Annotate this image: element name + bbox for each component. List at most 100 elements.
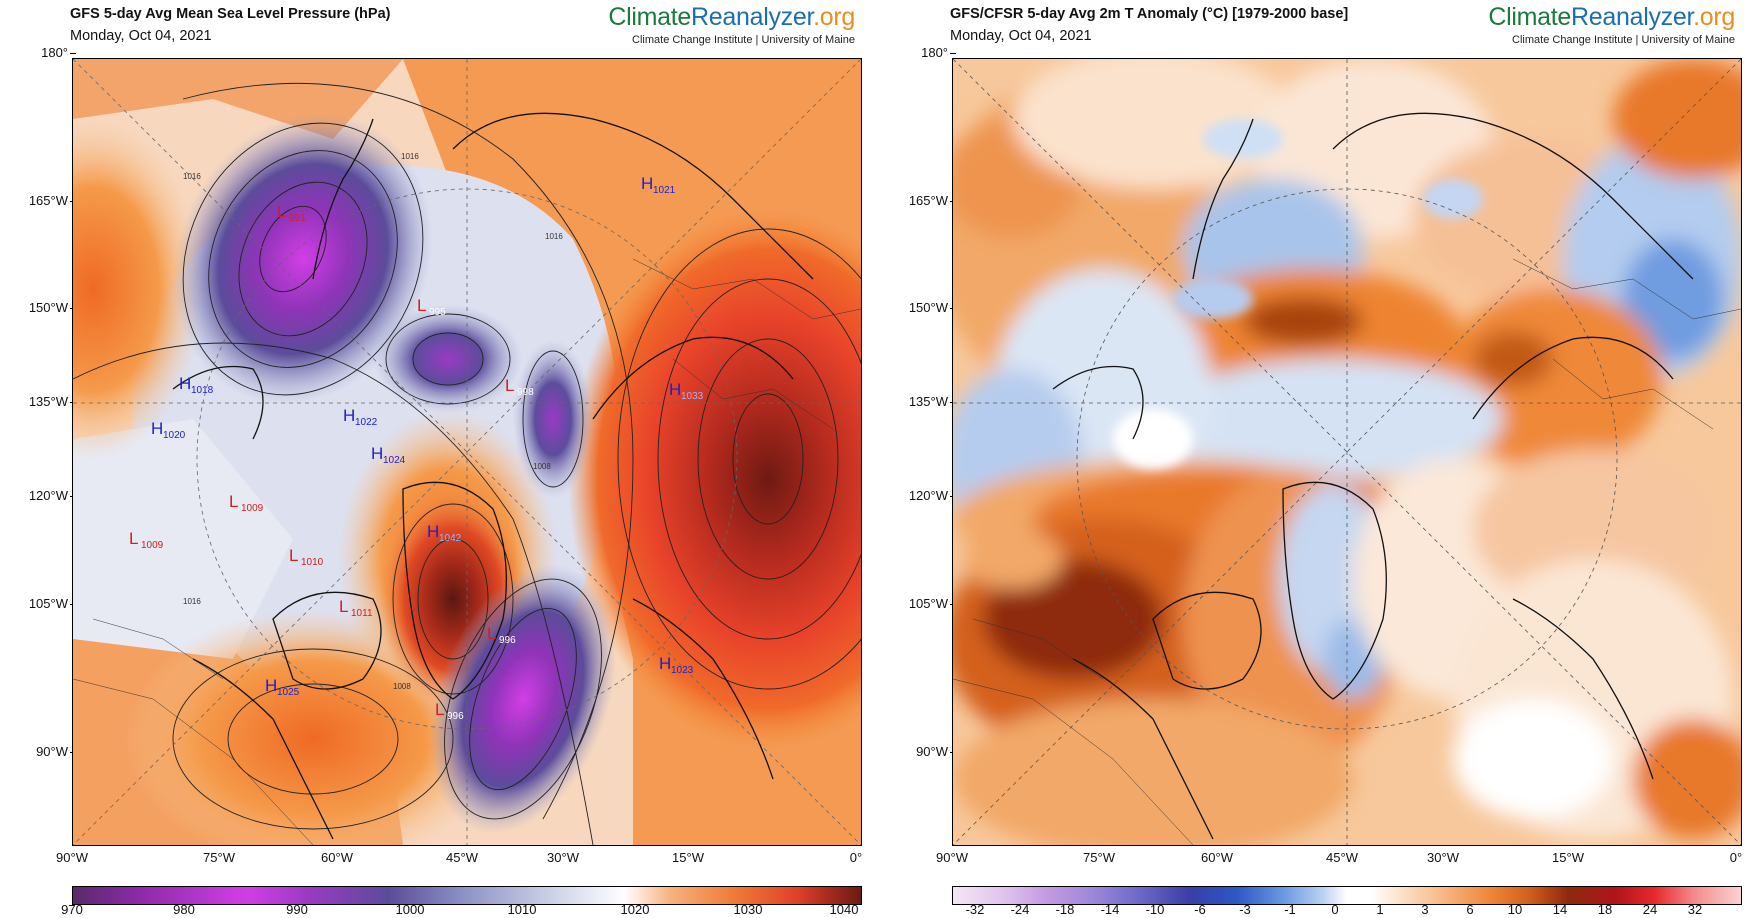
lat-label: 120°W: [890, 488, 956, 503]
center-letter: H: [659, 654, 671, 673]
center-letter: H: [151, 419, 163, 438]
lon-label: 15°W: [672, 850, 704, 865]
colorbar-tick: -24: [1010, 902, 1030, 917]
brand-logo[interactable]: ClimateReanalyzer.org: [608, 3, 855, 32]
lat-label: 105°W: [890, 596, 956, 611]
colorbar-tick: 3: [1421, 902, 1429, 917]
brand-logo[interactable]: ClimateReanalyzer.org: [1488, 3, 1735, 32]
center-letter: L: [505, 376, 514, 395]
brand-logo-part1: Climate: [608, 3, 692, 31]
lat-label: 90°W: [890, 744, 956, 759]
colorbar-tick: 970: [61, 902, 83, 917]
lat-label: 150°W: [890, 300, 956, 315]
temperature-anomaly-panel: GFS/CFSR 5-day Avg 2m T Anomaly (°C) [19…: [880, 0, 1750, 918]
center-value: 991: [289, 213, 306, 224]
colorbar-tick: 980: [173, 902, 195, 917]
lat-label: 105°W: [10, 596, 76, 611]
brand-logo-part3: .org: [813, 3, 855, 31]
panel-title: GFS 5-day Avg Mean Sea Level Pressure (h…: [70, 6, 391, 22]
center-value: 1033: [681, 391, 704, 402]
colorbar-tick: 1040: [829, 902, 859, 917]
center-letter: H: [427, 522, 439, 541]
center-value: 1023: [671, 665, 694, 676]
brand-logo-part2: Reanalyzer: [1571, 3, 1694, 31]
center-value: 1021: [653, 185, 676, 196]
colorbar-tick: 14: [1552, 902, 1568, 917]
panel-title: GFS/CFSR 5-day Avg 2m T Anomaly (°C) [19…: [950, 6, 1349, 22]
pressure-colorbar-ticks: 970 980 990 1000 1010 1020 1030 1040: [61, 902, 862, 918]
center-value: 998: [517, 387, 534, 398]
isobar-label: 1016: [183, 597, 201, 606]
center-value: 1011: [351, 608, 373, 619]
colorbar-tick: -6: [1194, 902, 1206, 917]
coastlines: [1052, 112, 1694, 840]
center-letter: H: [265, 676, 277, 695]
center-value: 1018: [191, 385, 214, 396]
isobar-label: 1008: [393, 682, 411, 691]
lat-label: 120°W: [10, 488, 76, 503]
center-letter: H: [669, 380, 681, 399]
pressure-panel: GFS 5-day Avg Mean Sea Level Pressure (h…: [0, 0, 870, 918]
colorbar-tick: 24: [1642, 902, 1658, 917]
isobar-label: 1016: [183, 172, 201, 181]
isobars: [73, 82, 861, 845]
center-letter: H: [371, 444, 383, 463]
brand-subtitle: Climate Change Institute | University of…: [632, 34, 855, 46]
lat-label: 165°W: [10, 193, 76, 208]
center-value: 1025: [277, 687, 300, 698]
center-value: 1010: [301, 557, 324, 568]
pressure-map[interactable]: L 991 L 995 L 998 H 1033 H 1021 H 1018 H…: [72, 58, 862, 846]
center-value: 995: [429, 307, 446, 318]
lon-label: 45°W: [446, 850, 478, 865]
lat-label: 165°W: [890, 193, 956, 208]
pressure-map-svg: L 991 L 995 L 998 H 1033 H 1021 H 1018 H…: [73, 59, 861, 845]
lon-label: 0°: [849, 850, 863, 865]
lon-label: 30°W: [547, 850, 579, 865]
center-letter: L: [417, 296, 426, 315]
center-letter: H: [641, 174, 653, 193]
anomaly-colorbar-ticks: -32 -24 -18 -14 -10 -6 -3 -1 0 1 3 6 10 …: [952, 902, 1742, 918]
center-letter: L: [487, 624, 496, 643]
center-letter: L: [289, 546, 298, 565]
center-letter: L: [339, 597, 348, 616]
lat-label: 180°: [10, 45, 76, 60]
lon-label: 75°W: [1083, 850, 1115, 865]
colorbar-tick: 32: [1687, 902, 1703, 917]
brand-logo-part2: Reanalyzer: [691, 3, 814, 31]
lon-label: 45°W: [1326, 850, 1358, 865]
isobar-label: 1016: [545, 232, 563, 241]
coastlines: [172, 112, 814, 840]
center-value: 996: [447, 711, 464, 722]
center-letter: L: [229, 492, 238, 511]
colorbar-tick: -18: [1055, 902, 1075, 917]
center-letter: L: [129, 529, 138, 548]
pressure-centers: L 991 L 995 L 998 H 1033 H 1021 H 1018 H…: [129, 174, 704, 722]
colorbar-tick: 990: [286, 902, 308, 917]
anomaly-map-svg: [953, 59, 1741, 845]
colorbar-tick: -10: [1145, 902, 1165, 917]
borders: [953, 258, 1741, 845]
colorbar-tick: -1: [1284, 902, 1296, 917]
isobar-labels: 1016 1016 1016 1008 1008 1016: [183, 152, 563, 691]
colorbar-tick: -32: [965, 902, 985, 917]
colorbar-tick: 0: [1331, 902, 1339, 917]
brand-logo-part3: .org: [1693, 3, 1735, 31]
center-letter: H: [179, 374, 191, 393]
lat-label: 180°: [890, 45, 956, 60]
colorbar-tick: 1: [1376, 902, 1384, 917]
colorbar-tick: 10: [1507, 902, 1523, 917]
center-letter: L: [435, 700, 444, 719]
isobar-label: 1008: [533, 462, 551, 471]
lat-label: 135°W: [890, 394, 956, 409]
center-value: 1024: [383, 455, 406, 466]
temperature-anomaly-map[interactable]: [952, 58, 1742, 846]
colorbar-tick: 6: [1466, 902, 1474, 917]
pressure-colorbar: [72, 886, 862, 905]
center-letter: H: [343, 406, 355, 425]
colorbar-tick: 1010: [507, 902, 537, 917]
lon-label: 90°W: [56, 850, 88, 865]
anomaly-colorbar: [952, 886, 1742, 905]
brand-logo-part1: Climate: [1488, 3, 1572, 31]
colorbar-tick: 1000: [395, 902, 425, 917]
borders: [73, 258, 861, 845]
